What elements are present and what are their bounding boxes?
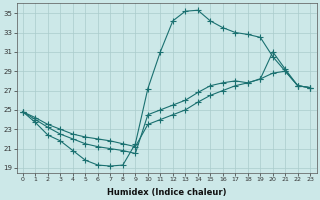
X-axis label: Humidex (Indice chaleur): Humidex (Indice chaleur) — [107, 188, 226, 197]
